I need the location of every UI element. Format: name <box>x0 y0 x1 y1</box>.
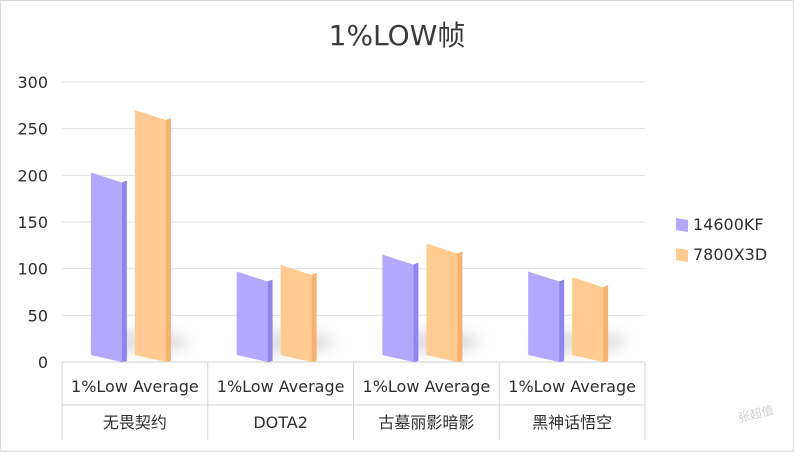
legend-label: 14600KF <box>693 215 764 234</box>
bar-side-face <box>413 262 419 362</box>
x-category-label: 黑神话悟空 <box>532 413 612 432</box>
bar-14600kf <box>90 172 127 362</box>
legend-item: 7800X3D <box>676 245 767 264</box>
bar-side-face <box>559 279 565 362</box>
x-metric-label: 1%Low Average <box>508 377 636 396</box>
y-tick-label: 50 <box>28 306 48 325</box>
y-tick-label: 100 <box>17 260 48 279</box>
bar-14600kf <box>236 271 273 362</box>
bar-front-face <box>236 271 268 362</box>
x-metric-label: 1%Low Average <box>217 377 345 396</box>
bar-side-face <box>603 285 609 362</box>
bars <box>90 110 609 362</box>
bar-14600kf <box>382 254 419 362</box>
y-axis-ticks: 0 50 100 150 200 250 300 <box>17 73 48 372</box>
x-metric-label: 1%Low Average <box>363 377 491 396</box>
bar-side-face <box>267 279 273 362</box>
y-tick-label: 300 <box>17 73 48 92</box>
bar-side-face <box>311 272 317 362</box>
bar-front-face <box>90 172 122 362</box>
y-tick-label: 0 <box>38 353 48 372</box>
legend-label: 7800X3D <box>693 245 767 264</box>
bar-front-face <box>134 110 166 362</box>
legend-swatch <box>676 218 688 232</box>
category-axis: 1%Low Average 无畏契约 1%Low Average DOTA2 1%Low… <box>61 362 646 440</box>
x-category-label: DOTA2 <box>253 413 308 432</box>
chart-title: 1%LOW帧 <box>329 19 466 52</box>
y-tick-label: 250 <box>17 120 48 139</box>
bar-side-face <box>457 251 463 362</box>
legend-swatch <box>676 248 688 262</box>
legend-item: 14600KF <box>676 215 764 234</box>
bar-front-face <box>528 271 560 362</box>
x-category-label: 古墓丽影暗影 <box>378 413 474 432</box>
x-metric-label: 1%Low Average <box>71 377 199 396</box>
bar-front-face <box>280 264 312 362</box>
bar-14600kf <box>528 271 565 362</box>
bar-7800x3d <box>572 277 609 362</box>
y-tick-label: 200 <box>17 166 48 185</box>
bar-front-face <box>382 254 414 362</box>
bar-7800x3d <box>134 110 171 362</box>
bar-7800x3d <box>280 264 317 362</box>
y-tick-label: 150 <box>17 213 48 232</box>
bar-front-face <box>426 243 458 362</box>
bar-side-face <box>165 118 171 362</box>
bar-front-face <box>572 277 604 362</box>
legend: 14600KF 7800X3D <box>676 215 767 264</box>
bar-side-face <box>121 180 127 362</box>
bar-7800x3d <box>426 243 463 362</box>
x-category-label: 无畏契约 <box>103 413 167 432</box>
